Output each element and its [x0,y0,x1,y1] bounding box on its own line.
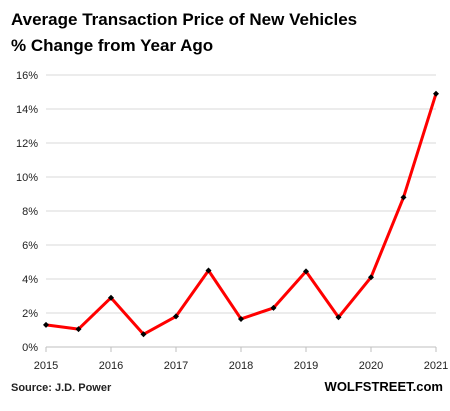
data-point-7 [270,304,277,311]
x-tick-label: 2016 [99,360,123,372]
y-tick-label: 2% [22,308,38,320]
data-point-12 [433,90,439,97]
series-line-path [44,92,438,336]
series-markers [43,90,439,338]
data-point-0 [43,321,49,328]
data-point-3 [140,331,147,338]
x-tick-label: 2018 [229,360,253,372]
chart-title-line-2: % Change from Year Ago [11,36,213,55]
data-point-11 [400,194,407,201]
data-point-4 [173,313,179,320]
y-tick-label: 8% [22,206,38,218]
x-tick-label: 2020 [359,360,383,372]
data-point-8 [303,268,309,275]
source-note: Source: J.D. Power [11,382,112,394]
y-tick-label: 16% [16,70,38,82]
data-point-9 [335,314,342,321]
x-tick-label: 2017 [164,360,188,372]
gridlines [46,74,436,314]
data-point-6 [238,315,244,322]
y-tick-label: 12% [16,138,38,150]
y-tick-label: 4% [22,274,38,286]
x-tick-label: 2015 [34,360,58,372]
y-tick-label: 0% [22,342,38,354]
x-axis-ticks: 2015 2016 2017 2018 2019 2020 2021 [34,347,448,372]
chart-title-line-1: Average Transaction Price of New Vehicle… [11,10,357,29]
y-axis-ticks: 0% 2% 4% 6% 8% 10% 12% 14% 16% [16,70,38,354]
data-point-10 [368,274,374,281]
y-tick-label: 10% [16,172,38,184]
x-tick-label: 2019 [294,360,318,372]
y-tick-label: 14% [16,104,38,116]
data-point-2 [108,294,114,301]
data-point-5 [205,267,212,274]
data-point-1 [75,326,82,333]
x-tick-label: 2021 [424,360,448,372]
y-tick-label: 6% [22,240,38,252]
series-line [44,92,438,336]
brand-watermark: WOLFSTREET.com [325,379,443,394]
